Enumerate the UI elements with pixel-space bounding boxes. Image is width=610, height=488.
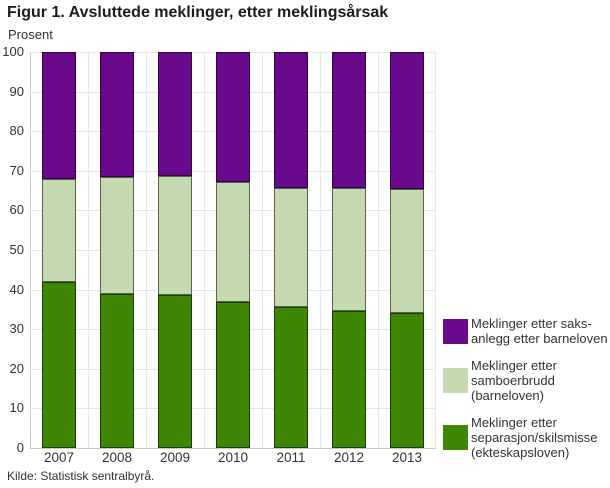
x-category-label: 2007: [43, 450, 75, 465]
y-tick-label: 0: [16, 440, 24, 455]
bar-segment[interactable]: [158, 295, 192, 448]
bar-segment[interactable]: [390, 52, 424, 190]
legend-item[interactable]: Meklinger etter samboerbrudd (barneloven): [443, 358, 608, 403]
y-tick-label: 80: [9, 123, 24, 139]
legend-label: Meklinger etter separasjon/skilsmisse (ekt…: [471, 415, 598, 460]
legend-label: Meklinger etter samboerbrudd (barneloven): [471, 358, 557, 403]
x-category-label: 2012: [333, 450, 365, 465]
v-gridline: [88, 52, 89, 448]
x-category-label: 2008: [101, 450, 133, 465]
legend-swatch: [443, 368, 468, 393]
x-axis-line: [30, 448, 436, 449]
bar-segment[interactable]: [100, 177, 134, 294]
y-tick-label: 20: [9, 360, 24, 376]
v-gridline: [262, 52, 263, 448]
legend-swatch: [443, 425, 468, 450]
legend-item[interactable]: Meklinger etter saks-anlegg etter barnel…: [443, 316, 608, 346]
bar-segment[interactable]: [274, 187, 308, 308]
y-tick-label: 50: [9, 242, 24, 257]
bar-segment[interactable]: [216, 52, 250, 182]
y-tick-label: 100: [2, 44, 24, 59]
bar-segment[interactable]: [274, 52, 308, 188]
bar-segment[interactable]: [158, 52, 192, 176]
bar-segment[interactable]: [332, 188, 366, 311]
y-axis-title: Prosent: [8, 27, 53, 42]
y-tick-label: 30: [9, 321, 24, 337]
bar-segment[interactable]: [332, 310, 366, 448]
y-tick-label: 90: [9, 83, 24, 99]
chart-title: Figur 1. Avsluttede meklinger, etter mek…: [7, 4, 389, 21]
x-category-label: 2010: [217, 450, 249, 465]
x-category-label: 2009: [159, 450, 191, 465]
bar-segment[interactable]: [390, 189, 424, 314]
bar-segment[interactable]: [332, 52, 366, 189]
bar-segment[interactable]: [100, 52, 134, 178]
y-tick-label: 70: [9, 162, 24, 178]
v-gridline: [320, 52, 321, 448]
bar-segment[interactable]: [100, 293, 134, 448]
bar-segment[interactable]: [274, 307, 308, 448]
y-tick-label: 40: [9, 281, 24, 297]
v-gridline: [378, 52, 379, 448]
v-gridline: [204, 52, 205, 448]
legend-label: Meklinger etter saks-anlegg etter barnel…: [471, 316, 608, 346]
legend-swatch: [443, 318, 468, 344]
x-category-label: 2013: [391, 450, 423, 465]
bar-segment[interactable]: [42, 281, 76, 448]
source-note: Kilde: Statistisk sentralbyrå.: [7, 469, 155, 483]
bar-segment[interactable]: [42, 178, 76, 282]
plot-area: [30, 52, 436, 449]
bar-segment[interactable]: [216, 181, 250, 302]
x-category-label: 2011: [276, 450, 306, 465]
v-gridline: [146, 52, 147, 448]
bar-segment[interactable]: [216, 301, 250, 448]
bar-segment[interactable]: [42, 52, 76, 179]
y-tick-label: 10: [9, 400, 24, 416]
y-tick-label: 60: [9, 202, 24, 218]
bar-segment[interactable]: [390, 313, 424, 448]
legend: Meklinger etter saks-anlegg etter barnel…: [443, 316, 608, 472]
bar-segment[interactable]: [158, 175, 192, 296]
legend-item[interactable]: Meklinger etter separasjon/skilsmisse (ekt…: [443, 415, 608, 460]
